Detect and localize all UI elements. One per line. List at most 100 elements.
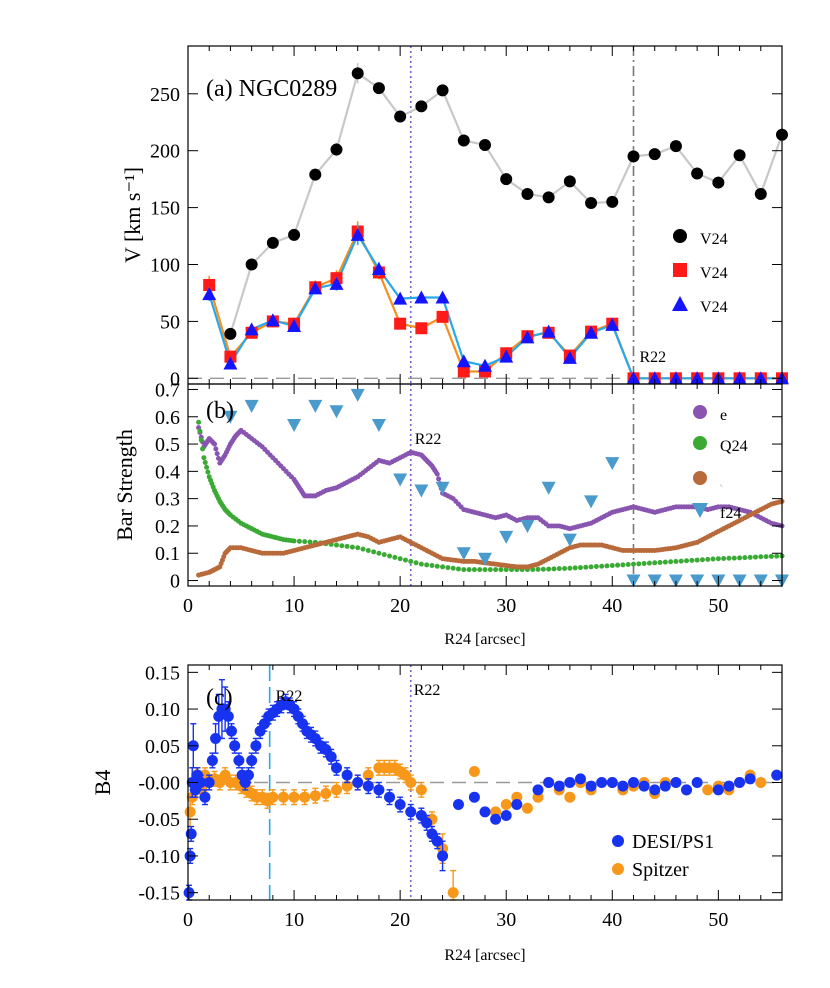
point-DESI/PS1 xyxy=(659,780,671,792)
point-Spitzer xyxy=(267,791,279,803)
point-DESI/PS1 xyxy=(431,835,443,847)
point-fNC xyxy=(244,399,259,413)
point-QT xyxy=(355,545,361,551)
point-vcir xyxy=(224,327,237,340)
panel-c-ytick-label: 0.15 xyxy=(145,662,180,684)
point-QT xyxy=(652,560,658,566)
point-DESI/PS1 xyxy=(373,784,385,796)
point-QT xyxy=(198,437,204,443)
point-QT xyxy=(731,555,737,561)
point-DESI/PS1 xyxy=(681,784,693,796)
point-vtan xyxy=(265,313,280,327)
point-DESI/PS1 xyxy=(617,780,629,792)
panel-b-ytick-label: 0.6 xyxy=(155,407,180,429)
panel-c-xtick-label: 10 xyxy=(284,909,304,931)
point-QT xyxy=(662,559,668,565)
point-QT xyxy=(466,567,472,573)
point-QT xyxy=(424,562,430,568)
point-DESI/PS1 xyxy=(362,780,374,792)
point-fNC xyxy=(414,484,429,498)
point-DESI/PS1 xyxy=(670,777,682,788)
point-DESI/PS1 xyxy=(203,777,215,788)
point-DESI/PS1 xyxy=(500,810,512,822)
legend-label-vtan: V24 xyxy=(700,299,728,316)
point-QT xyxy=(201,455,207,461)
point-vtan xyxy=(287,318,302,332)
point-QT xyxy=(392,554,398,560)
point-vtan xyxy=(668,371,683,385)
point-fNC xyxy=(350,388,365,402)
legend-marker-Spitzer xyxy=(612,863,624,875)
point-QT xyxy=(365,548,371,554)
point-DESI/PS1 xyxy=(543,777,555,788)
point-vcir xyxy=(691,167,704,180)
panel-b-xlabel: R24 [arcsec] xyxy=(444,631,525,648)
point-DESI/PS1 xyxy=(511,799,523,811)
point-DESI/PS1 xyxy=(421,817,433,829)
point-vtan xyxy=(244,322,259,336)
point-QT xyxy=(737,555,743,561)
point-DESI/PS1 xyxy=(405,806,417,818)
point-QT xyxy=(588,564,594,570)
point-DESI/PS1 xyxy=(596,777,608,788)
point-QT xyxy=(413,560,419,566)
point-Spitzer xyxy=(320,788,332,800)
point-DESI/PS1 xyxy=(225,725,237,737)
point-e xyxy=(212,441,218,447)
point-QT xyxy=(593,564,599,570)
point-QT xyxy=(726,555,732,561)
legend-marker-QT xyxy=(693,436,707,450)
point-DESI/PS1 xyxy=(229,740,241,752)
point-DESI/PS1 xyxy=(532,784,544,796)
point-DESI/PS1 xyxy=(606,777,618,788)
panel-b-ylabel: Bar Strength xyxy=(112,429,137,541)
point-Spitzer xyxy=(755,777,767,788)
point-QT xyxy=(604,563,610,569)
point-fNC xyxy=(562,533,577,547)
point-DESI/PS1 xyxy=(452,799,464,811)
point-DESI/PS1 xyxy=(479,806,491,818)
point-DESI/PS1 xyxy=(250,740,262,752)
point-QT xyxy=(774,553,780,559)
point-QT xyxy=(620,562,626,568)
panel-b-ytick-label: 0.1 xyxy=(155,543,180,565)
point-vcir xyxy=(394,110,407,123)
point-QT xyxy=(567,565,573,571)
point-Spitzer xyxy=(299,791,311,803)
legend-marker-vtan xyxy=(672,296,688,311)
point-vcir xyxy=(457,134,470,147)
panel-b-xtick-label: 10 xyxy=(284,595,304,617)
point-vtan xyxy=(435,290,450,304)
point-vcir xyxy=(627,150,640,163)
point-DESI/PS1 xyxy=(325,751,337,763)
point-e xyxy=(214,451,220,457)
point-vcir xyxy=(733,149,746,162)
point-DESI/PS1 xyxy=(206,754,218,766)
point-QT xyxy=(758,554,764,560)
point-vtan xyxy=(393,291,408,305)
point-QT xyxy=(583,564,589,570)
point-fNC xyxy=(287,418,302,432)
point-QT xyxy=(197,428,203,434)
point-QT xyxy=(349,544,355,550)
series-line-vcir xyxy=(229,71,784,335)
point-QT xyxy=(408,558,414,564)
legend-label-fNC: f24 xyxy=(720,505,741,522)
point-QT xyxy=(339,543,345,549)
point-QT xyxy=(609,563,615,569)
point-DESI/PS1 xyxy=(574,773,586,785)
point-Spitzer xyxy=(277,791,289,803)
point-QT xyxy=(503,567,509,573)
point-e xyxy=(434,471,440,477)
point-vtan xyxy=(647,371,662,385)
panel-c-xlabel: R24 [arcsec] xyxy=(444,947,525,964)
point-QT xyxy=(668,559,674,565)
point-vcir xyxy=(500,173,513,186)
panel-c-ytick-label: -0.10 xyxy=(138,846,180,868)
point-vrad xyxy=(394,317,407,330)
point-DESI/PS1 xyxy=(246,754,258,766)
point-QT xyxy=(487,567,493,573)
point-vtan xyxy=(478,358,492,372)
point-vcir xyxy=(309,168,322,181)
point-Spitzer xyxy=(415,784,427,796)
